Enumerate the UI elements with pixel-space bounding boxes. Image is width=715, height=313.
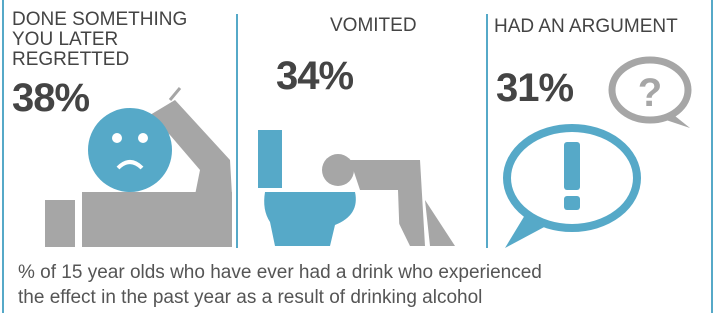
value: 38% xyxy=(12,76,89,121)
label: VOMITED xyxy=(330,16,417,36)
infographic: ? DONE SOMETHINGYOU LATERREGRETTED 38% V… xyxy=(0,0,715,313)
label-line: DONE SOMETHING xyxy=(12,10,187,30)
caption: the effect in the past year as a result … xyxy=(18,285,482,311)
svg-text:?: ? xyxy=(638,71,662,115)
label: HAD AN ARGUMENT xyxy=(494,17,678,37)
caption: % of 15 year olds who have ever had a dr… xyxy=(18,260,542,286)
value: 34% xyxy=(276,54,353,99)
label-line: YOU LATER xyxy=(12,30,187,50)
vomit-icon xyxy=(258,130,455,246)
label-line: REGRETTED xyxy=(12,50,187,70)
value: 31% xyxy=(496,66,573,111)
